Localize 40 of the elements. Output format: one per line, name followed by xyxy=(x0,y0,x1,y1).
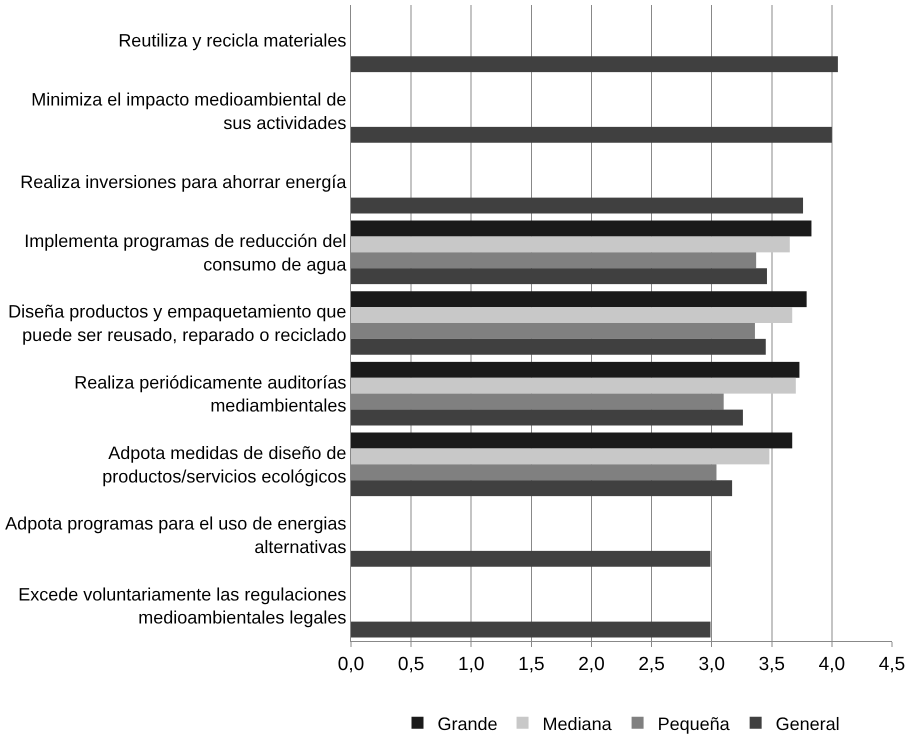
bar xyxy=(351,480,732,496)
bar xyxy=(351,622,710,638)
bar xyxy=(351,126,832,143)
x-tick-label: 2,0 xyxy=(578,654,605,675)
bar xyxy=(351,432,792,448)
y-tick-label: Implementa programas de reducción del consumo de agua xyxy=(24,230,348,274)
bar xyxy=(351,378,796,394)
y-tick-label: Excede voluntariamente las regulaciones medioambientales legales xyxy=(18,584,346,628)
y-tick-label: Adpota programas para el uso de energias alternativas xyxy=(5,514,346,557)
x-tick-label: 0,0 xyxy=(338,654,364,675)
bar xyxy=(351,362,800,378)
bar xyxy=(351,550,710,567)
y-tick-label: Realiza inversiones para ahorrar energía xyxy=(20,172,348,192)
x-tick-label: 4,5 xyxy=(878,654,906,675)
x-tick-label: 4,0 xyxy=(818,654,846,675)
bar xyxy=(351,410,743,426)
bar xyxy=(351,448,770,464)
bar xyxy=(351,307,792,323)
y-tick-label: Reutiliza y recicla materiales xyxy=(118,30,346,51)
x-tick-label: 0,5 xyxy=(398,654,424,675)
legend-label: Mediana xyxy=(542,714,613,734)
bar xyxy=(351,236,790,252)
x-tick-label: 1,5 xyxy=(518,654,545,675)
bar xyxy=(351,220,812,236)
y-tick-label: Adpota medidas de diseño de productos/servicios ecológicos xyxy=(102,442,346,486)
legend-label: Pequeña xyxy=(658,714,731,734)
x-tick-label: 3,0 xyxy=(698,654,725,675)
y-tick-label: Minimiza el impacto medioambiental de sus actividades xyxy=(31,90,346,133)
legend-label: General xyxy=(776,714,840,734)
bar xyxy=(351,338,766,355)
bar xyxy=(351,291,807,308)
y-tick-label: Diseña productos y empaquetamiento que puede ser reusado, reparado o reciclado xyxy=(8,302,346,345)
bar xyxy=(351,268,767,284)
y-tick-label: Realiza periódicamente auditorías mediambientales xyxy=(74,372,346,416)
x-tick-label: 2,5 xyxy=(638,654,665,675)
legend-label: Grande xyxy=(438,714,498,734)
bar xyxy=(351,198,804,214)
bar xyxy=(351,56,838,72)
x-tick-label: 3,5 xyxy=(758,654,785,675)
x-tick-label: 1,0 xyxy=(458,654,484,675)
